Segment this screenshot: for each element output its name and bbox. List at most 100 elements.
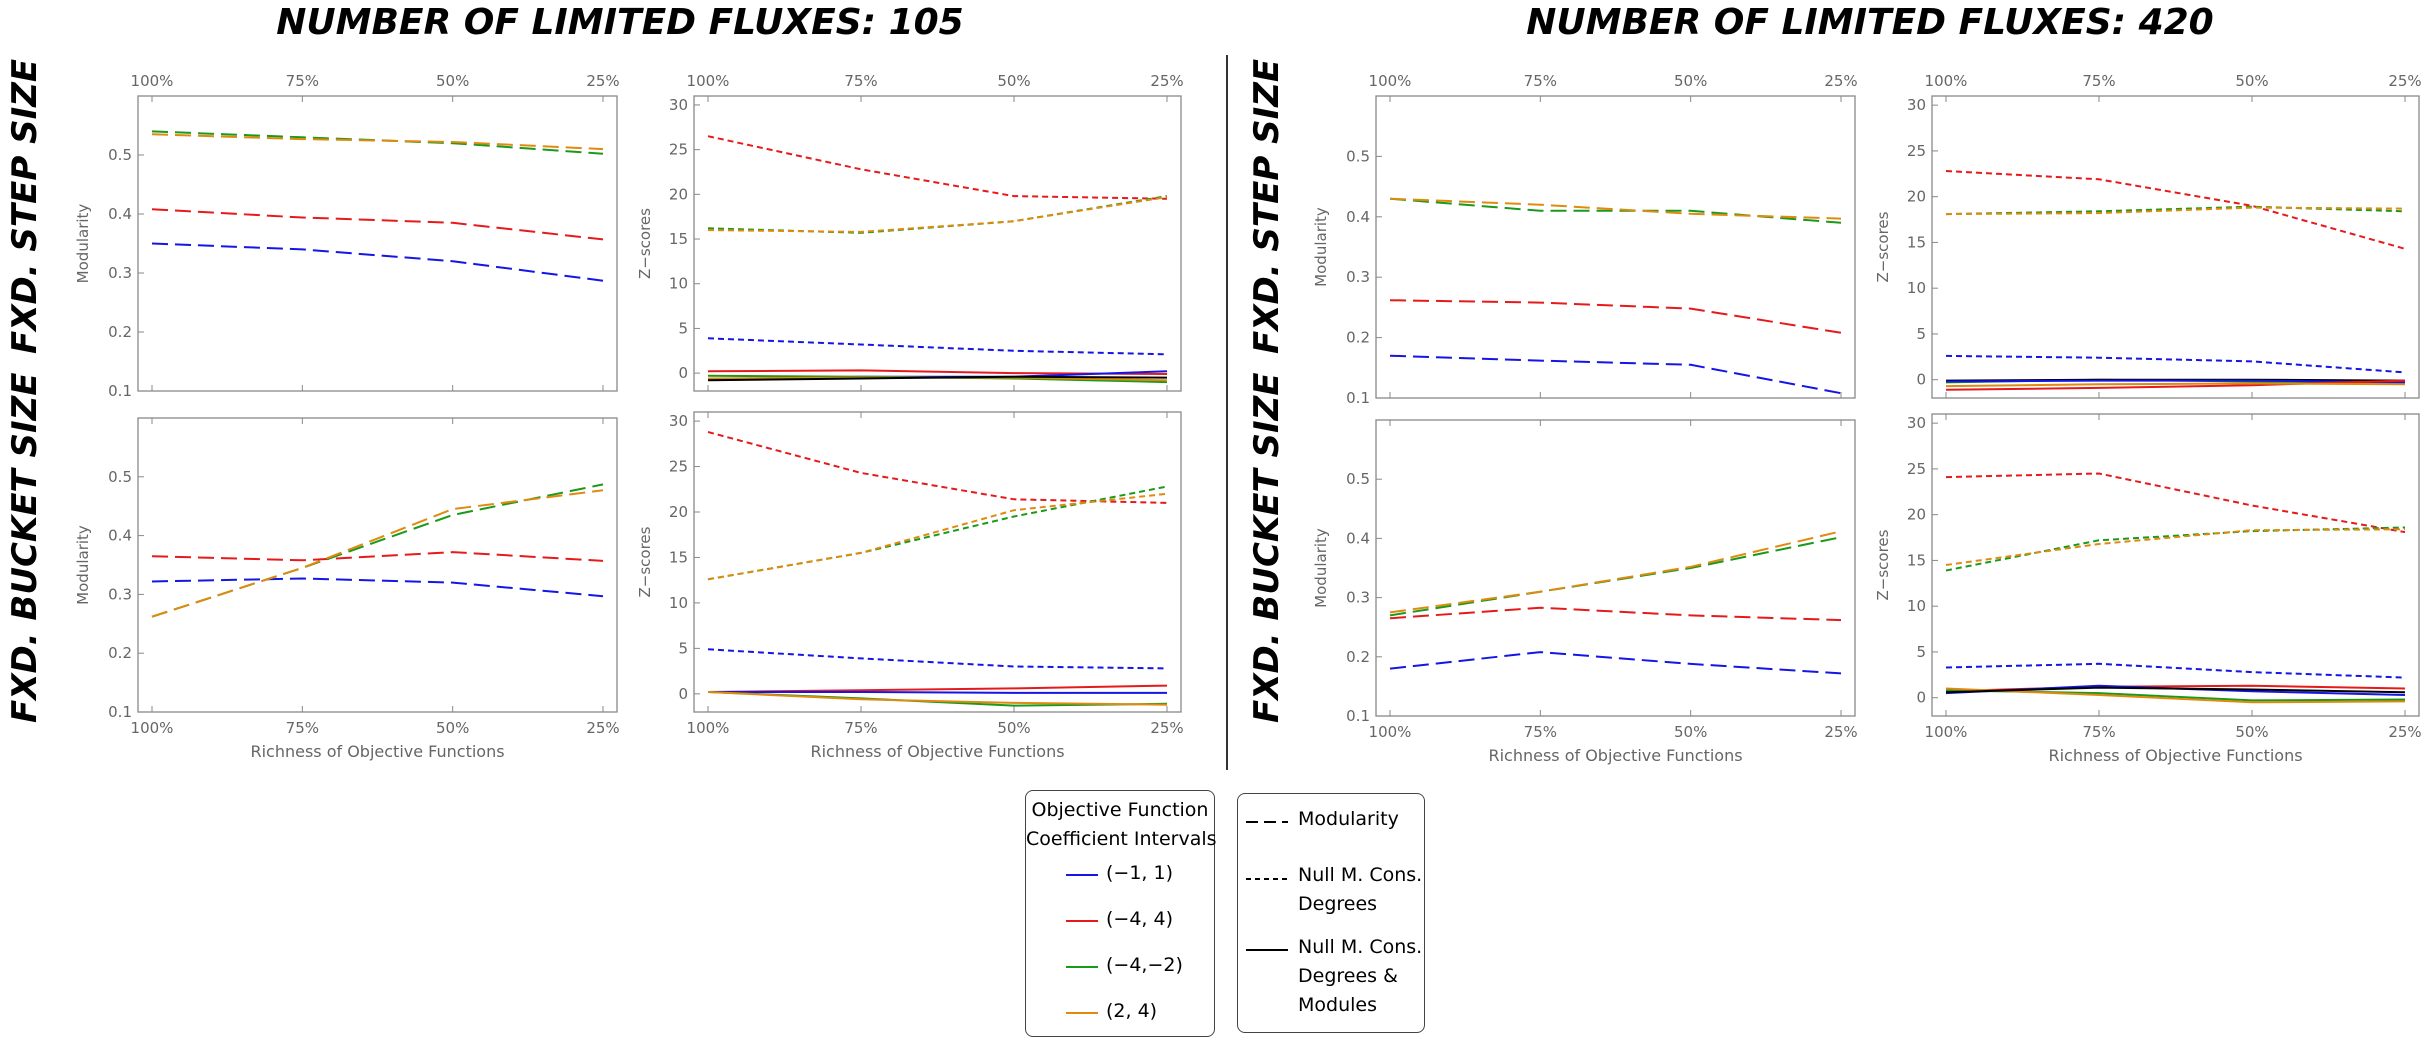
legend-style-label: Modularity (1298, 808, 1399, 830)
series-line-orange-long (151, 133, 604, 151)
x-tick-label-top: 50% (2235, 72, 2268, 90)
legend-style-label: Degrees (1298, 893, 1378, 915)
y-tick-label: 0.4 (108, 205, 132, 223)
y-tick-label: 0.3 (108, 585, 132, 603)
y-tick-label: 0.1 (1346, 389, 1370, 407)
y-tick-label: 15 (669, 230, 688, 248)
x-tick-label-top: 100% (1925, 72, 1968, 90)
x-tick-label: 50% (997, 719, 1030, 737)
series-line-orange-solid (707, 691, 1168, 706)
y-tick-label: 5 (678, 319, 688, 337)
series-line-blue-long (1389, 354, 1842, 395)
y-tick-label: 0.2 (1346, 648, 1370, 666)
title-105: NUMBER OF LIMITED FLUXES: 105 (276, 2, 964, 43)
x-axis-label: Richness of Objective Functions (810, 742, 1064, 761)
series-line-green-short (1945, 526, 2406, 572)
x-tick-label: 100% (687, 719, 730, 737)
x-tick-label: 50% (1674, 723, 1707, 741)
panel-frame (1375, 95, 1856, 399)
series-line-blue-solid (1945, 379, 2406, 384)
legend-interval-label: (2, 4) (1106, 1000, 1158, 1022)
legend-line-styles: Modularity Null M. Cons. Degrees Null M.… (1237, 793, 1425, 1033)
legend-intervals-title-2: Coefficient Intervals (1026, 828, 1217, 850)
y-tick-label: 0 (678, 685, 688, 703)
y-axis-label: Z−scores (636, 208, 654, 279)
y-tick-label: 20 (1907, 506, 1926, 524)
y-tick-label: 0.4 (1346, 208, 1370, 226)
x-tick-label: 75% (844, 719, 877, 737)
x-tick-label-top: 25% (1150, 72, 1183, 90)
x-tick-label: 25% (1824, 723, 1857, 741)
y-tick-label: 5 (1916, 325, 1926, 343)
legend-style-label: Degrees & (1298, 965, 1398, 987)
y-axis-label: Modularity (1312, 528, 1330, 608)
x-tick-label: 75% (2082, 723, 2115, 741)
x-tick-label-top: 75% (844, 72, 877, 90)
y-tick-label: 30 (669, 412, 688, 430)
series-line-blue-short (1945, 354, 2406, 374)
y-axis-label: Modularity (1312, 207, 1330, 287)
y-tick-label: 0.1 (1346, 707, 1370, 725)
y-tick-label: 0.5 (1346, 147, 1370, 165)
series-line-green-short (707, 485, 1168, 581)
y-tick-label: 25 (669, 458, 688, 476)
y-tick-label: 25 (1907, 142, 1926, 160)
panel-frame (137, 95, 618, 392)
y-tick-label: 30 (669, 96, 688, 114)
y-tick-label: 0.3 (1346, 589, 1370, 607)
y-axis-label: Modularity (74, 204, 92, 284)
y-tick-label: 0 (1916, 689, 1926, 707)
series-line-orange-long (1389, 530, 1842, 614)
legend-style-label: Null M. Cons. (1298, 936, 1423, 958)
series-line-blue-long (151, 577, 604, 598)
series-line-blue-short (707, 648, 1168, 670)
series-line-red-short (707, 431, 1168, 504)
series-line-red-short (707, 135, 1168, 200)
series-line-black-solid (1945, 686, 2406, 694)
x-tick-label: 100% (1369, 723, 1412, 741)
y-tick-label: 0.2 (108, 323, 132, 341)
panel-frame (1375, 419, 1856, 717)
y-tick-label: 5 (1916, 643, 1926, 661)
y-tick-label: 10 (1907, 279, 1926, 297)
x-tick-label-top: 100% (687, 72, 730, 90)
y-tick-label: 20 (669, 185, 688, 203)
legend-intervals-title-1: Objective Function (1031, 799, 1209, 821)
series-line-blue-long (1389, 651, 1842, 675)
x-tick-label: 100% (1925, 723, 1968, 741)
y-tick-label: 10 (669, 275, 688, 293)
y-tick-label: 0.1 (108, 382, 132, 400)
legend-interval-label: (−4, 4) (1106, 908, 1174, 930)
x-axis-label: Richness of Objective Functions (250, 742, 504, 761)
series-line-blue-long (151, 242, 604, 282)
y-tick-label: 30 (1907, 414, 1926, 432)
x-tick-label: 25% (2388, 723, 2421, 741)
series-line-orange-solid (1945, 687, 2406, 704)
series-line-red-short (1945, 472, 2406, 534)
y-tick-label: 25 (669, 141, 688, 159)
y-tick-label: 0.5 (108, 468, 132, 486)
y-axis-label: Z−scores (636, 526, 654, 597)
y-tick-label: 5 (678, 639, 688, 657)
series-line-orange-short (1945, 528, 2406, 566)
y-tick-label: 0.4 (1346, 529, 1370, 547)
series-line-red-long (151, 551, 604, 562)
x-tick-label: 50% (2235, 723, 2268, 741)
x-tick-label-top: 100% (131, 72, 174, 90)
y-tick-label: 0.1 (108, 703, 132, 721)
x-tick-label-top: 50% (1674, 72, 1707, 90)
panel-frame (137, 417, 618, 713)
y-axis-label: Z−scores (1874, 211, 1892, 282)
y-tick-label: 10 (1907, 597, 1926, 615)
series-line-green-long (1389, 197, 1842, 224)
x-tick-label: 50% (436, 719, 469, 737)
y-tick-label: 0.5 (1346, 470, 1370, 488)
title-420: NUMBER OF LIMITED FLUXES: 420 (1526, 2, 2214, 43)
series-line-orange-short (707, 196, 1168, 233)
x-tick-label-top: 75% (2082, 72, 2115, 90)
x-axis-label: Richness of Objective Functions (1488, 746, 1742, 765)
y-axis-label: Z−scores (1874, 529, 1892, 600)
legend-style-label: Modules (1298, 994, 1377, 1016)
panel-frame (693, 95, 1182, 392)
y-axis-label: Modularity (74, 525, 92, 605)
